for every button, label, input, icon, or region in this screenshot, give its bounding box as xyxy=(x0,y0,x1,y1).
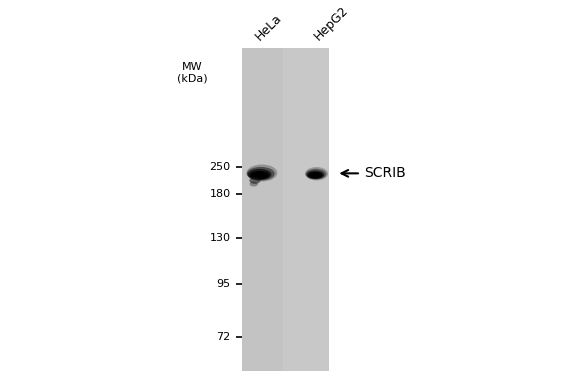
Ellipse shape xyxy=(247,164,277,181)
Text: 250: 250 xyxy=(210,162,230,172)
Text: 180: 180 xyxy=(210,189,230,199)
Ellipse shape xyxy=(249,177,261,184)
Text: 130: 130 xyxy=(210,233,230,243)
Ellipse shape xyxy=(305,167,328,180)
Text: 72: 72 xyxy=(217,332,230,342)
Text: MW
(kDa): MW (kDa) xyxy=(177,62,207,84)
Ellipse shape xyxy=(306,169,327,180)
Bar xyxy=(242,48,283,371)
Ellipse shape xyxy=(250,171,269,180)
Text: 95: 95 xyxy=(217,279,230,289)
Ellipse shape xyxy=(250,181,258,187)
Bar xyxy=(242,48,329,371)
Ellipse shape xyxy=(308,172,323,178)
Text: SCRIB: SCRIB xyxy=(364,166,406,180)
Ellipse shape xyxy=(247,167,275,181)
Ellipse shape xyxy=(310,173,321,178)
Ellipse shape xyxy=(307,170,324,179)
Ellipse shape xyxy=(253,172,267,178)
Ellipse shape xyxy=(248,169,271,180)
Text: HeLa: HeLa xyxy=(253,11,285,43)
Text: HepG2: HepG2 xyxy=(311,3,351,43)
